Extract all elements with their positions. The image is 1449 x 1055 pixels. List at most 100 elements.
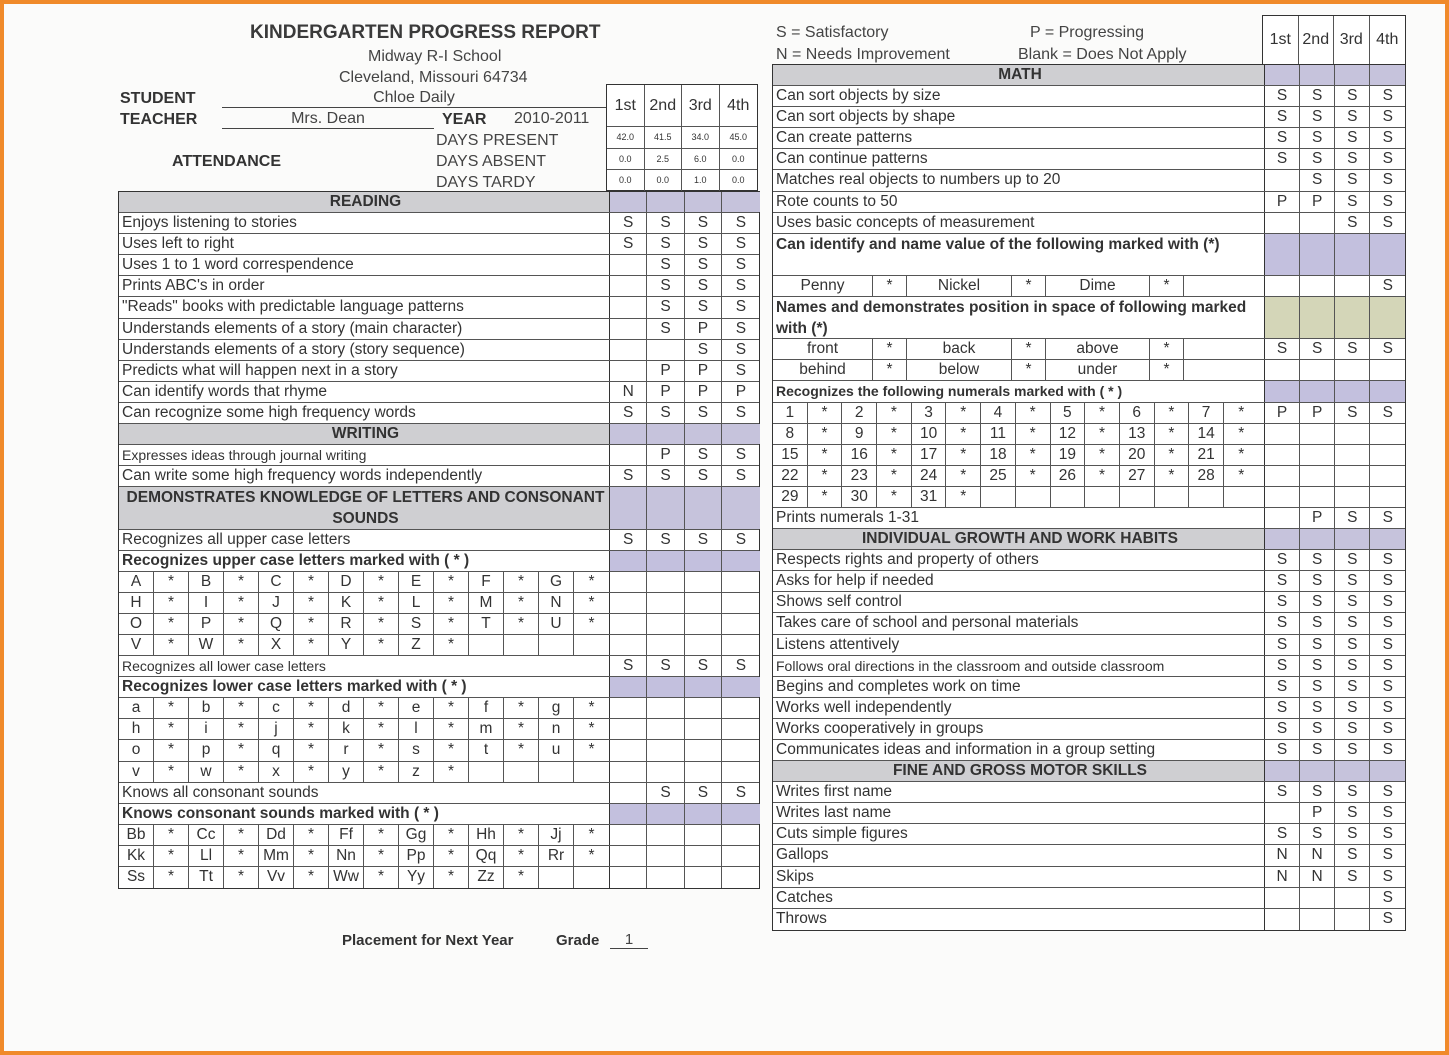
skill-label: Recognizes all upper case letters (119, 529, 610, 550)
skill-row: Works well independently S S S S (773, 697, 1405, 719)
asterisk-mark: * (154, 634, 189, 656)
mark-grid-row: Bb * Cc * Dd * Ff * Gg * Hh * Jj * (119, 824, 759, 846)
asterisk-mark: * (364, 761, 399, 782)
asterisk-mark: * (808, 402, 843, 423)
section-header: INDIVIDUAL GROWTH AND WORK HABITS (773, 529, 1406, 551)
grade-cell (685, 592, 723, 613)
skill-row: Asks for help if needed S S S S (773, 571, 1405, 593)
grade-cell: S (685, 782, 723, 803)
grade-cell: S (1335, 845, 1371, 866)
mark-item: S (399, 613, 434, 634)
skill-label: O * P * Q * R * S * T * U * (119, 613, 610, 634)
asterisk-mark: * (224, 571, 259, 592)
grade-cell: S (1382, 276, 1393, 294)
grade-cell: S (1335, 740, 1371, 761)
grade-cell: S (1335, 824, 1371, 845)
grade-cell: S (1335, 212, 1371, 233)
asterisk-mark: * (1012, 360, 1046, 381)
skill-label: Asks for help if needed (773, 571, 1265, 592)
skill-label: Can sort objects by size (773, 86, 1265, 107)
grade-cell (610, 424, 648, 445)
grade-cell (610, 297, 648, 318)
grade-cell (722, 719, 759, 739)
left-skills-table: READING Enjoys listening to stories S S S S Us… (118, 191, 760, 890)
grade-cell (1300, 444, 1336, 465)
asterisk-mark: * (434, 845, 469, 866)
asterisk-mark: * (294, 845, 329, 866)
asterisk-mark: * (364, 740, 399, 761)
asterisk-mark: * (504, 740, 539, 761)
asterisk-mark: * (224, 613, 259, 634)
skill-row: Uses basic concepts of measurement S S (773, 212, 1405, 234)
quarter-label: 4th (727, 97, 750, 114)
grade-cell: S (1265, 592, 1301, 613)
grade-cell: S (1300, 613, 1336, 634)
quarter-label: 1st (607, 85, 645, 126)
section-title: INDIVIDUAL GROWTH AND WORK HABITS (773, 529, 1265, 550)
grade-cell: P (647, 381, 685, 402)
skill-row: Rote counts to 50 P P S S (773, 191, 1405, 213)
asterisk-mark: * (1155, 444, 1190, 465)
asterisk-mark: * (1155, 402, 1190, 423)
mark-item: above (1046, 339, 1150, 360)
attendance-value: 0.0 (607, 170, 645, 192)
skill-row: Catches S (773, 887, 1405, 909)
grade-cell: S (685, 234, 723, 255)
skill-row: Uses 1 to 1 word correspendence S S S (119, 255, 759, 277)
mark-item: U (539, 613, 574, 634)
grade-cell: S (647, 234, 685, 255)
grade-cell (1265, 170, 1301, 191)
grade-cell: S (610, 402, 648, 424)
grade-cell (1370, 529, 1406, 550)
section-header: READING (119, 192, 760, 214)
mark-item: s (399, 740, 434, 761)
grade-cell (1265, 803, 1301, 824)
quarter-label: 1st (1263, 16, 1299, 64)
grade-cell: S (1300, 107, 1336, 128)
mark-item: P (189, 613, 224, 634)
mark-item: R (329, 613, 364, 634)
grade-cell: S (685, 466, 723, 487)
grade-cell (685, 740, 723, 761)
grade-cell: S (1265, 697, 1301, 718)
skill-label: Takes care of school and personal materi… (773, 613, 1265, 634)
asterisk-mark: * (1016, 465, 1051, 486)
grade-cell: S (1300, 697, 1336, 718)
skill-row: Can write some high frequency words inde… (119, 466, 759, 488)
grade-cell (1335, 423, 1371, 444)
mark-item: front (773, 339, 873, 360)
mark-item: Mm (259, 845, 294, 866)
mark-item: b (189, 698, 224, 719)
year-label: YEAR (442, 111, 487, 128)
skill-row: Recognizes lower case letters marked wit… (119, 677, 760, 699)
asterisk-mark: * (154, 571, 189, 592)
mark-item: 2 (842, 402, 878, 423)
skill-row: Respects rights and property of others S S… (773, 550, 1405, 572)
grade-cell: P (1300, 191, 1336, 212)
asterisk-mark: * (434, 761, 469, 782)
mark-item: Zz (469, 867, 504, 889)
skill-label: 15 * 16 * 17 * 18 * 19 * 20 * 21 * (773, 444, 1265, 465)
skill-label: Cuts simple figures (773, 824, 1265, 845)
grade-cell (722, 572, 759, 592)
asterisk-mark: * (873, 339, 907, 360)
grade-cell (647, 740, 685, 761)
mark-item: 12 (1051, 423, 1086, 444)
asterisk-mark: * (1238, 424, 1245, 442)
mark-item: D (329, 571, 364, 592)
mark-item: d (329, 698, 364, 719)
grade-cell: S (610, 234, 648, 255)
asterisk-mark: * (294, 634, 329, 656)
asterisk-mark: * (434, 592, 469, 613)
attendance-value: 45.0 (729, 132, 748, 142)
asterisk-mark: * (877, 465, 912, 486)
grade-cell: S (1265, 149, 1301, 170)
grade-cell (1335, 444, 1371, 465)
skill-label: Shows self control (773, 592, 1265, 613)
grade-cell: S (1300, 634, 1336, 655)
mark-item: Ss (119, 867, 154, 889)
mark-item: Bb (119, 824, 154, 845)
grade-cell: S (685, 213, 723, 234)
asterisk-mark: * (588, 846, 595, 864)
attendance-value: 42.0 (607, 127, 645, 148)
